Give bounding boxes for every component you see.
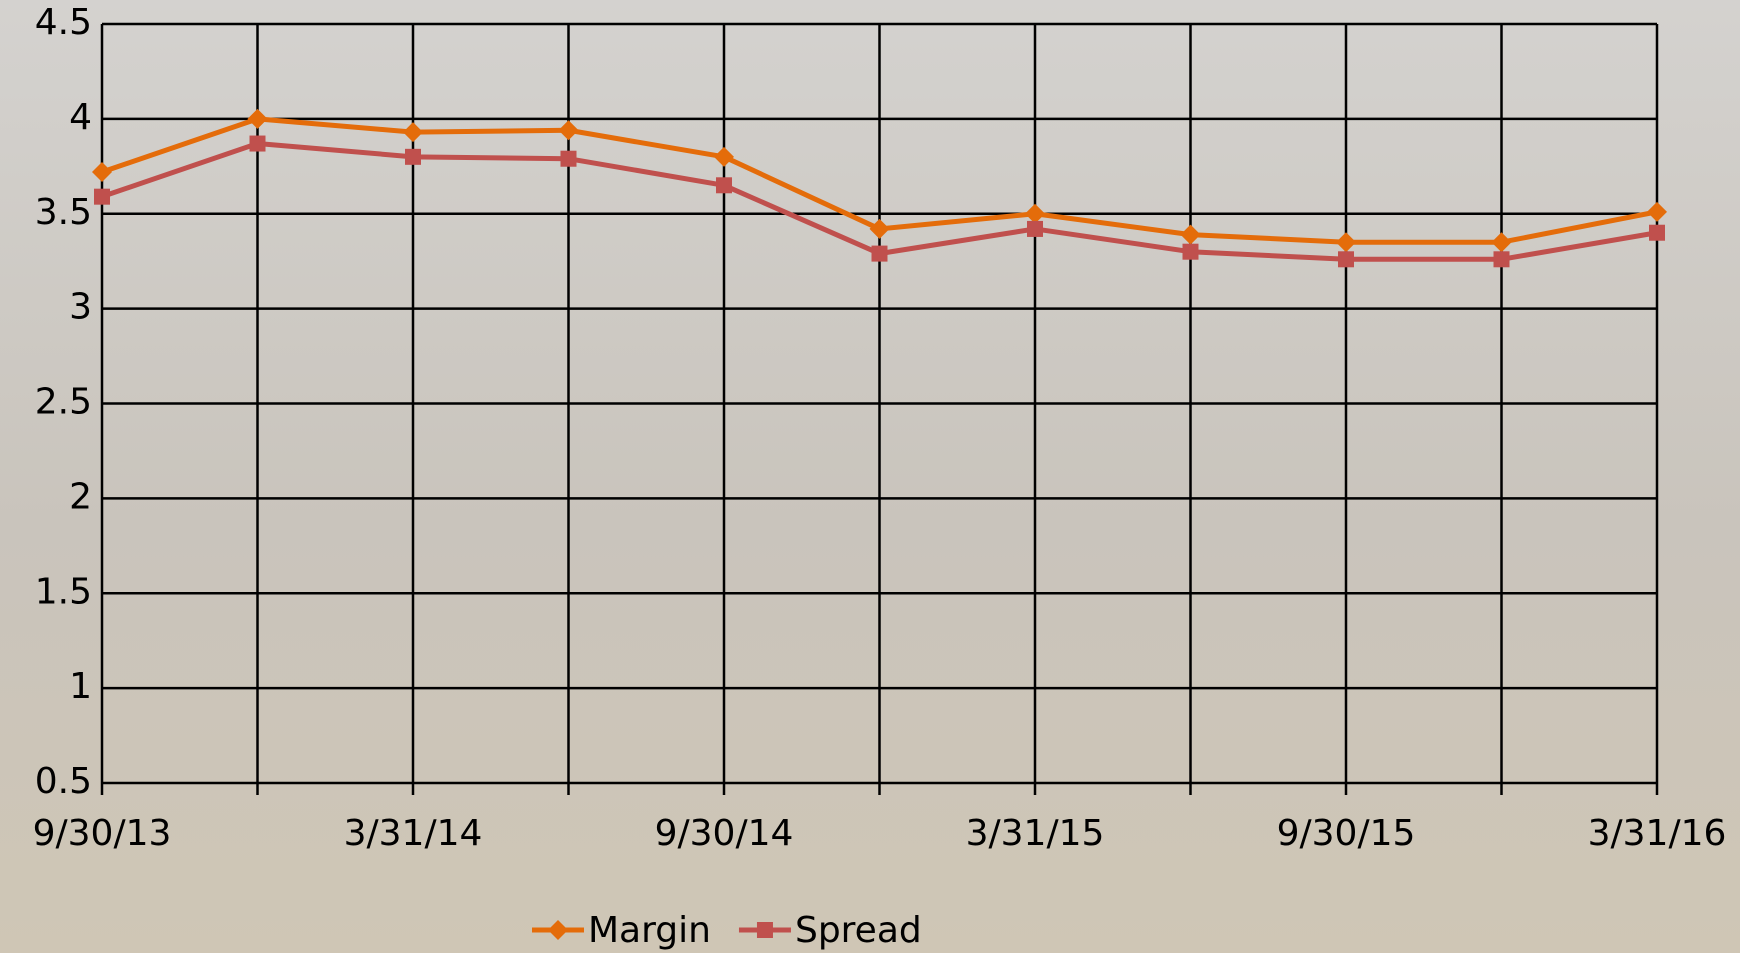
x-tick-label: 9/30/15 xyxy=(1277,813,1416,854)
data-point xyxy=(1027,220,1043,237)
data-point xyxy=(560,150,577,167)
y-tick-label: 3 xyxy=(69,287,92,328)
y-tick-label: 4 xyxy=(69,97,92,138)
x-tick-label: 9/30/13 xyxy=(33,813,172,854)
data-point xyxy=(94,188,110,205)
data-point xyxy=(249,135,266,152)
data-point xyxy=(714,146,734,167)
data-point xyxy=(247,108,268,129)
legend-marker xyxy=(548,920,568,940)
data-point xyxy=(1025,203,1045,224)
data-point xyxy=(403,122,423,143)
legend-marker xyxy=(756,922,773,938)
y-tick-label: 2 xyxy=(69,476,92,517)
y-tick-label: 4.5 xyxy=(35,2,92,43)
data-point xyxy=(1491,232,1512,253)
legend-label: Margin xyxy=(588,910,711,951)
x-tick-label: 3/31/14 xyxy=(344,813,483,854)
y-tick-label: 1.5 xyxy=(35,571,92,612)
legend-label: Spread xyxy=(795,910,922,951)
data-point xyxy=(871,245,888,262)
y-tick-label: 0.5 xyxy=(35,761,92,802)
x-tick-label: 3/31/16 xyxy=(1588,813,1727,854)
y-tick-label: 2.5 xyxy=(35,382,92,423)
data-point xyxy=(1493,251,1510,268)
x-tick-label: 9/30/14 xyxy=(655,813,794,854)
data-point xyxy=(1182,243,1199,260)
y-tick-label: 1 xyxy=(69,666,92,707)
data-point xyxy=(558,120,579,141)
x-tick-label: 3/31/15 xyxy=(966,813,1105,854)
data-point xyxy=(92,162,112,183)
y-tick-label: 3.5 xyxy=(35,192,92,233)
data-point xyxy=(1180,224,1201,245)
data-point xyxy=(1336,232,1356,253)
data-point xyxy=(869,218,890,239)
data-point xyxy=(1647,201,1667,222)
data-point xyxy=(1649,224,1665,241)
data-point xyxy=(716,177,732,194)
data-point xyxy=(405,148,421,165)
data-point xyxy=(1338,251,1354,268)
